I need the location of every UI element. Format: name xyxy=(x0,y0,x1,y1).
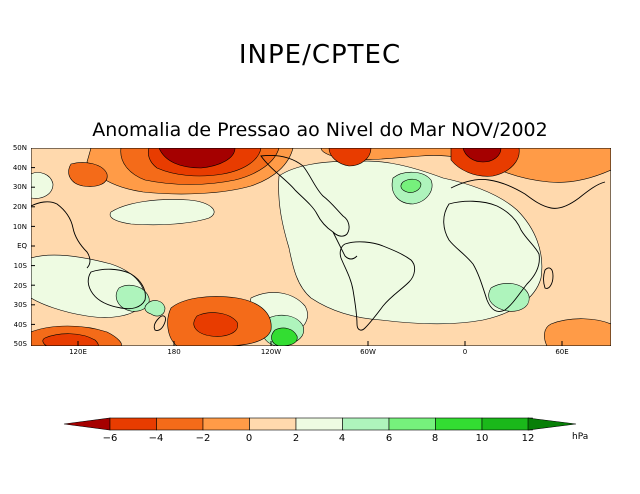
lon-label-0: 0 xyxy=(462,348,468,356)
coast-new-zealand xyxy=(153,315,166,331)
color-legend xyxy=(63,417,577,431)
legend-tick-4: 4 xyxy=(338,433,346,444)
legend-tick-12: 12 xyxy=(521,433,535,444)
negative-anomaly-aleutian-max xyxy=(158,148,236,169)
lat-label-30n: 30N xyxy=(12,183,27,191)
lon-label-180: 180 xyxy=(167,348,181,356)
map-title: Anomalia de Pressao ao Nivel do Mar NOV/… xyxy=(92,119,548,141)
legend-swatch-4 xyxy=(249,417,297,431)
lat-label-40s: 40S xyxy=(13,321,27,329)
legend-tick-2: 2 xyxy=(292,433,300,444)
lon-label-120e: 120E xyxy=(69,348,87,356)
pressure-anomaly-map xyxy=(31,148,611,346)
positive-anomaly-west-pacific xyxy=(109,199,215,226)
legend-arrow-left xyxy=(63,417,111,431)
lon-label-120w: 120W xyxy=(260,348,282,356)
coast-south-america xyxy=(339,241,416,331)
coast-central-america xyxy=(332,231,358,260)
negative-anomaly-south-atlantic-edge xyxy=(544,318,611,346)
legend-swatch-7 xyxy=(388,417,436,431)
legend-tick-0: 0 xyxy=(245,433,253,444)
legend-arrow-right xyxy=(527,417,577,431)
coast-australia xyxy=(87,268,146,310)
lat-label-50n: 50N xyxy=(12,144,27,152)
coastlines xyxy=(31,155,606,331)
figure-title: INPE/CPTEC xyxy=(238,40,402,70)
legend-swatch-3 xyxy=(202,417,250,431)
legend-tick-minus4: −4 xyxy=(148,433,164,444)
coast-europe xyxy=(450,179,606,209)
coast-africa xyxy=(443,200,540,312)
lat-tick-marks xyxy=(31,167,35,325)
lon-label-60e: 60E xyxy=(555,348,569,356)
legend-tick-10: 10 xyxy=(475,433,489,444)
legend-tick-6: 6 xyxy=(385,433,393,444)
lon-label-60w: 60W xyxy=(360,348,376,356)
legend-swatch-5 xyxy=(295,417,343,431)
lat-label-20s: 20S xyxy=(13,282,27,290)
coast-madagascar xyxy=(543,267,554,289)
legend-tick-minus2: −2 xyxy=(195,433,211,444)
legend-swatch-8 xyxy=(435,417,483,431)
positive-anomaly-east-pacific-max xyxy=(271,327,298,346)
legend-tick-minus6: −6 xyxy=(102,433,118,444)
positive-anomaly-south-atlantic xyxy=(488,283,530,312)
negative-anomaly-south-pacific-core xyxy=(193,312,238,337)
negative-anomaly-japan xyxy=(68,162,108,187)
positive-anomaly-tasman xyxy=(144,300,166,317)
legend-swatch-2 xyxy=(156,417,204,431)
lat-label-eq: EQ xyxy=(17,242,27,250)
legend-tick-8: 8 xyxy=(431,433,439,444)
lat-label-10s: 10S xyxy=(13,262,27,270)
lat-label-20n: 20N xyxy=(12,203,27,211)
legend-unit: hPa xyxy=(572,432,589,442)
lat-label-50s: 50S xyxy=(13,340,27,348)
legend-swatch-1 xyxy=(109,417,157,431)
legend-swatch-9 xyxy=(481,417,529,431)
negative-anomaly-southern-ocean-core xyxy=(42,333,99,346)
positive-anomaly-west-edge xyxy=(31,172,54,199)
coast-asia-east xyxy=(31,201,91,269)
negative-anomaly-europe-core xyxy=(462,148,502,163)
lat-label-10n: 10N xyxy=(12,223,27,231)
legend-swatch-6 xyxy=(342,417,390,431)
lat-label-30s: 30S xyxy=(13,301,27,309)
lat-label-40n: 40N xyxy=(12,164,27,172)
coast-north-america xyxy=(260,155,350,237)
negative-anomaly-greenland xyxy=(328,148,372,167)
lon-tick-marks xyxy=(77,341,563,346)
positive-anomaly-atlantic-max xyxy=(400,178,422,193)
